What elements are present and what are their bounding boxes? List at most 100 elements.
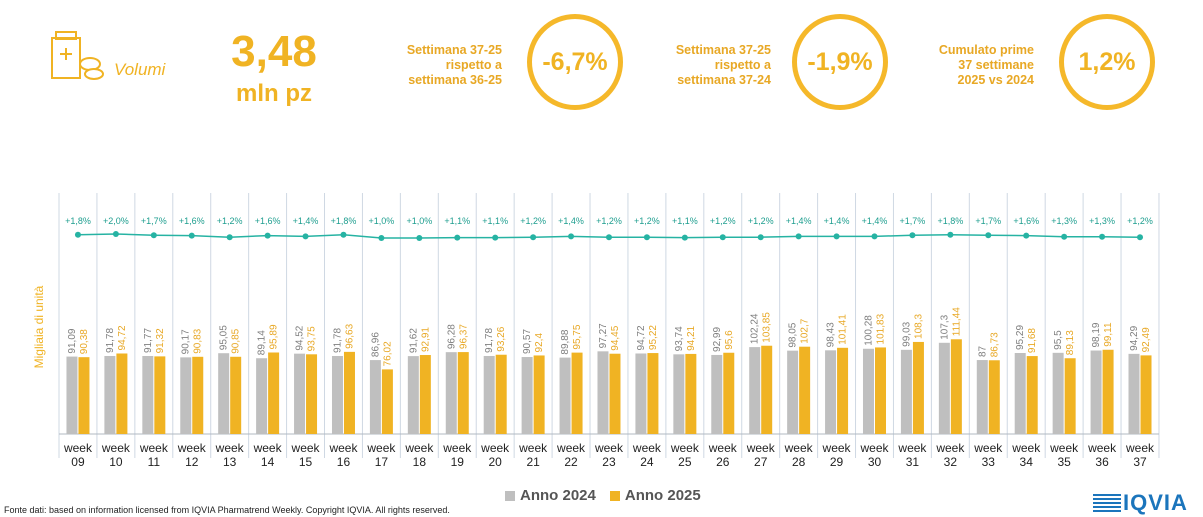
- legend-label-2025: Anno 2025: [624, 487, 701, 504]
- trend-point: [795, 233, 802, 240]
- bar-2025: [78, 357, 90, 434]
- data-label-2024: 98,19: [1091, 322, 1102, 347]
- trend-point: [643, 234, 650, 241]
- bar-2025: [761, 345, 773, 434]
- data-label-2025: 89,13: [1065, 330, 1076, 355]
- x-tick-label: week 12: [177, 441, 207, 469]
- data-label-2025: 99,11: [1103, 322, 1114, 347]
- trend-label: +1,1%: [672, 216, 698, 226]
- trend-label: +1,6%: [179, 216, 205, 226]
- bar-2025: [950, 339, 962, 434]
- trend-label: +1,8%: [65, 216, 91, 226]
- trend-label: +1,2%: [1127, 216, 1153, 226]
- data-label-2024: 91,78: [332, 328, 343, 353]
- bar-2024: [900, 349, 912, 434]
- x-tick-label: week 26: [708, 441, 738, 469]
- bar-2025: [230, 356, 242, 434]
- data-label-2024: 86,96: [370, 332, 381, 357]
- x-tick-label: week 32: [935, 441, 965, 469]
- comparison-3-value: 1,2%: [1059, 14, 1155, 110]
- data-label-2024: 95,5: [1053, 330, 1064, 350]
- x-tick-label: week 11: [139, 441, 169, 469]
- data-label-2025: 96,63: [344, 323, 355, 348]
- x-tick-label: week 35: [1049, 441, 1079, 469]
- bar-2024: [104, 355, 116, 434]
- data-label-2025: 92,49: [1141, 327, 1152, 352]
- x-tick-label: week 19: [442, 441, 472, 469]
- x-tick-label: week 21: [518, 441, 548, 469]
- bar-2025: [1140, 355, 1152, 434]
- trend-point: [188, 232, 195, 239]
- x-tick-label: week 20: [480, 441, 510, 469]
- data-label-2025: 94,72: [117, 325, 128, 350]
- bar-2025: [495, 354, 507, 434]
- data-label-2025: 103,85: [762, 312, 773, 343]
- bar-2025: [912, 341, 924, 434]
- bar-2025: [306, 354, 318, 434]
- data-label-2025: 91,32: [155, 328, 166, 353]
- data-label-2024: 91,62: [408, 328, 419, 353]
- trend-label: +1,7%: [141, 216, 167, 226]
- trend-label: +1,3%: [1051, 216, 1077, 226]
- trend-point: [757, 234, 764, 241]
- data-label-2024: 91,09: [67, 328, 78, 353]
- data-label-2025: 108,3: [913, 313, 924, 338]
- trend-label: +1,4%: [862, 216, 888, 226]
- data-label-2025: 92,4: [534, 333, 545, 353]
- trend-point: [340, 231, 347, 238]
- data-label-2024: 95,29: [1015, 325, 1026, 350]
- legend-item-2024: Anno 2024: [505, 487, 596, 504]
- bar-2024: [825, 350, 837, 434]
- bar-2025: [533, 355, 545, 434]
- x-tick-label: week 13: [215, 441, 245, 469]
- data-label-2025: 76,02: [382, 341, 393, 366]
- bar-2025: [192, 356, 204, 434]
- trend-label: +1,0%: [369, 216, 395, 226]
- trend-point: [264, 232, 271, 239]
- bar-2024: [787, 350, 799, 434]
- data-label-2025: 94,45: [610, 325, 621, 350]
- trend-label: +1,2%: [596, 216, 622, 226]
- x-tick-label: week 28: [784, 441, 814, 469]
- bar-2025: [154, 356, 166, 434]
- comparison-2-text: Settimana 37-25 rispetto a settimana 37-…: [675, 43, 771, 87]
- bar-2025: [457, 352, 469, 434]
- comparison-1-text: Settimana 37-25 rispetto a settimana 36-…: [406, 43, 502, 87]
- bar-2025: [343, 351, 355, 434]
- data-label-2024: 94,52: [295, 325, 306, 350]
- bar-2024: [1014, 353, 1026, 434]
- trend-label: +1,4%: [824, 216, 850, 226]
- iqvia-logo-mark-icon: [1093, 494, 1121, 512]
- bar-2024: [635, 353, 647, 434]
- trend-label: +1,4%: [293, 216, 319, 226]
- bar-2025: [988, 360, 1000, 434]
- trend-label: +1,1%: [482, 216, 508, 226]
- trend-label: +1,4%: [558, 216, 584, 226]
- data-label-2024: 107,3: [939, 314, 950, 339]
- trend-label: +1,7%: [900, 216, 926, 226]
- bar-2025: [874, 347, 886, 434]
- trend-label: +1,2%: [217, 216, 243, 226]
- bar-2024: [294, 353, 306, 434]
- legend: Anno 2024 Anno 2025: [505, 487, 701, 504]
- trend-point: [947, 231, 954, 238]
- bar-2025: [116, 353, 128, 434]
- trend-point: [605, 234, 612, 241]
- bar-2024: [256, 358, 268, 434]
- trend-point: [1061, 233, 1068, 240]
- trend-label: +1,7%: [975, 216, 1001, 226]
- x-tick-label: week 10: [101, 441, 131, 469]
- data-label-2025: 93,75: [307, 326, 318, 351]
- bar-2024: [597, 351, 609, 434]
- trend-point: [416, 235, 423, 241]
- comparison-3-text: Cumulato prime 37 settimane 2025 vs 2024: [938, 43, 1034, 87]
- data-label-2024: 98,05: [788, 322, 799, 347]
- source-footer: Fonte dati: based on information license…: [4, 505, 450, 515]
- bar-2024: [711, 354, 723, 434]
- data-label-2024: 100,28: [863, 315, 874, 346]
- trend-point: [568, 233, 575, 240]
- data-label-2024: 92,99: [712, 326, 723, 351]
- x-tick-label: week 18: [404, 441, 434, 469]
- iqvia-logo-text: IQVIA: [1123, 490, 1188, 515]
